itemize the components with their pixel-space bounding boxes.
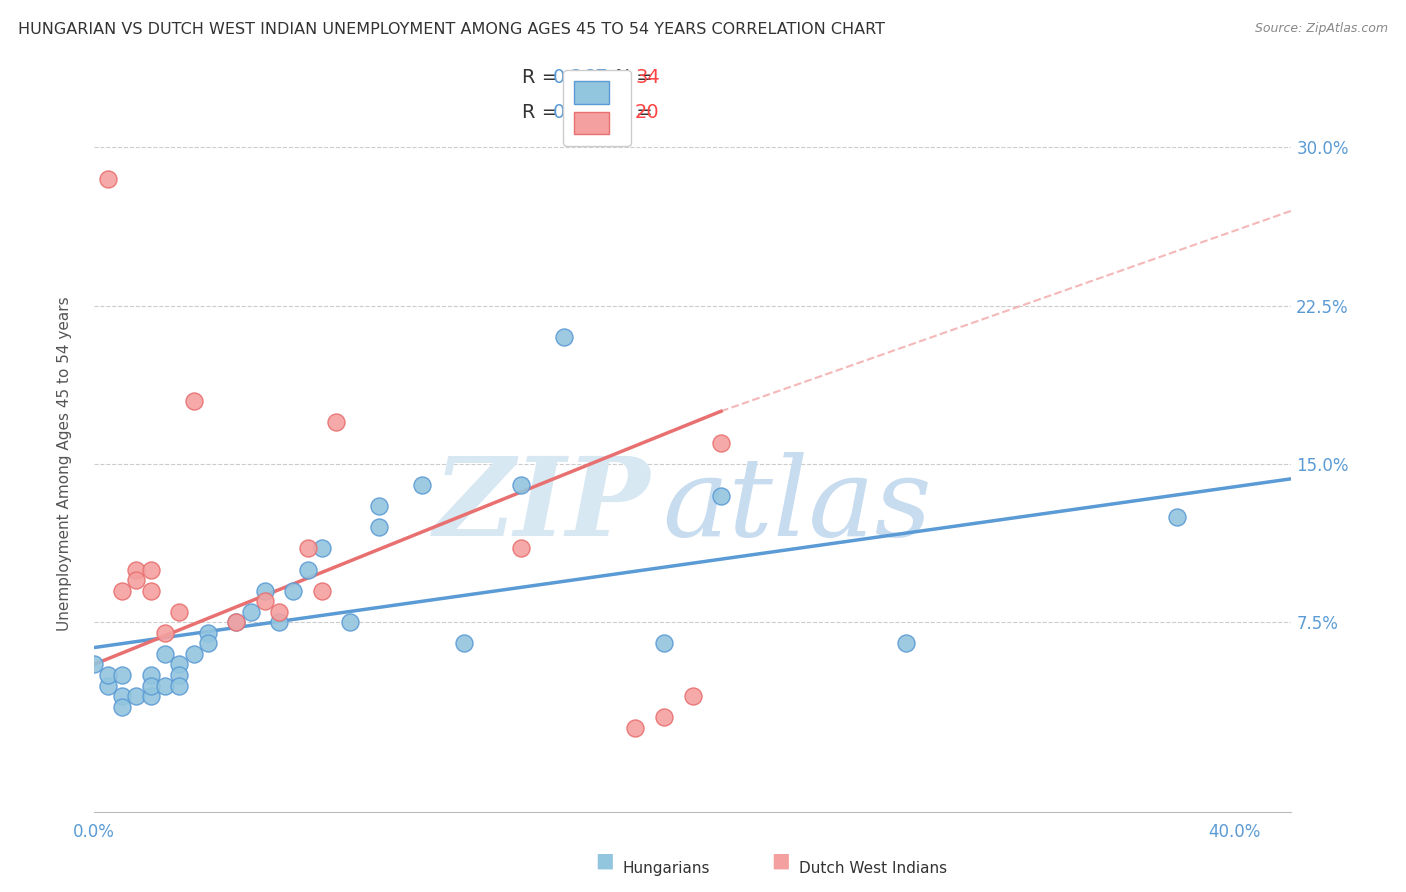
Point: [297, 562, 319, 576]
Point: [125, 562, 148, 576]
Point: [253, 583, 276, 598]
Text: N =: N =: [603, 103, 658, 122]
Point: [510, 541, 533, 556]
Point: [111, 583, 134, 598]
Point: [153, 647, 176, 661]
Point: [225, 615, 247, 630]
Point: [311, 541, 333, 556]
Point: [83, 657, 105, 672]
Point: [311, 583, 333, 598]
Point: [97, 172, 120, 186]
Point: [411, 478, 433, 492]
Text: Source: ZipAtlas.com: Source: ZipAtlas.com: [1254, 22, 1388, 36]
Point: [652, 636, 675, 650]
Text: N =: N =: [603, 68, 658, 87]
Point: [125, 573, 148, 587]
Point: [367, 520, 389, 534]
Point: [139, 679, 162, 693]
Point: [896, 636, 918, 650]
Point: [111, 699, 134, 714]
Point: [652, 710, 675, 724]
Y-axis label: Unemployment Among Ages 45 to 54 years: Unemployment Among Ages 45 to 54 years: [58, 297, 72, 632]
Point: [111, 668, 134, 682]
Point: [553, 330, 575, 344]
Text: HUNGARIAN VS DUTCH WEST INDIAN UNEMPLOYMENT AMONG AGES 45 TO 54 YEARS CORRELATIO: HUNGARIAN VS DUTCH WEST INDIAN UNEMPLOYM…: [18, 22, 886, 37]
Text: ZIP: ZIP: [434, 452, 651, 559]
Point: [139, 562, 162, 576]
Point: [225, 615, 247, 630]
Text: 0.267: 0.267: [553, 68, 607, 87]
Text: ▪: ▪: [595, 847, 614, 876]
Point: [183, 393, 205, 408]
Point: [283, 583, 305, 598]
Point: [339, 615, 361, 630]
Text: Dutch West Indians: Dutch West Indians: [799, 861, 946, 876]
Point: [297, 541, 319, 556]
Point: [253, 594, 276, 608]
Text: atlas: atlas: [662, 452, 932, 559]
Point: [167, 605, 190, 619]
Point: [167, 668, 190, 682]
Point: [111, 689, 134, 703]
Point: [682, 689, 704, 703]
Text: 20: 20: [636, 103, 659, 122]
Legend: , : ,: [562, 70, 631, 145]
Point: [267, 615, 290, 630]
Point: [97, 668, 120, 682]
Point: [710, 436, 733, 450]
Point: [197, 636, 219, 650]
Text: R =: R =: [523, 103, 565, 122]
Point: [367, 499, 389, 513]
Point: [139, 668, 162, 682]
Point: [153, 679, 176, 693]
Point: [325, 415, 347, 429]
Point: [510, 478, 533, 492]
Point: [239, 605, 262, 619]
Point: [197, 625, 219, 640]
Point: [139, 583, 162, 598]
Point: [267, 605, 290, 619]
Point: [183, 647, 205, 661]
Point: [710, 489, 733, 503]
Point: [167, 657, 190, 672]
Text: R =: R =: [523, 68, 565, 87]
Text: ▪: ▪: [770, 847, 790, 876]
Point: [153, 625, 176, 640]
Point: [624, 721, 647, 735]
Point: [1166, 509, 1188, 524]
Text: 34: 34: [636, 68, 659, 87]
Point: [167, 679, 190, 693]
Point: [97, 679, 120, 693]
Point: [453, 636, 475, 650]
Point: [139, 689, 162, 703]
Point: [125, 689, 148, 703]
Text: Hungarians: Hungarians: [623, 861, 710, 876]
Text: 0.319: 0.319: [553, 103, 607, 122]
